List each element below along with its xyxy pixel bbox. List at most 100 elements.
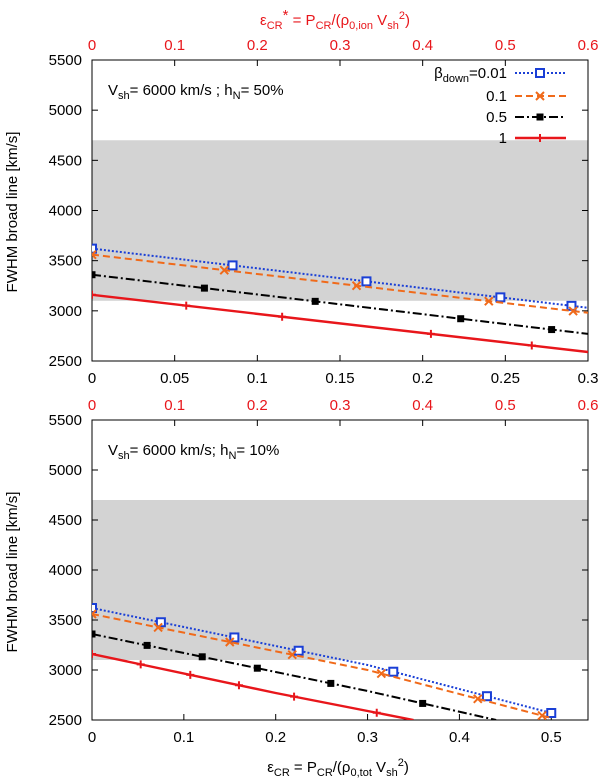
data-point (92, 290, 96, 299)
data-point (155, 617, 166, 628)
data-point (481, 691, 492, 702)
observed-range-band (92, 140, 588, 301)
series-line (92, 633, 497, 720)
data-point (229, 632, 240, 643)
x-tick-label: 0.3 (357, 729, 378, 746)
panel-annotation: Vsh= 6000 km/s ; hN= 50% (108, 82, 284, 102)
data-point (253, 664, 261, 672)
x-tick-label: 0 (88, 370, 96, 387)
top-tick-label: 0.4 (412, 397, 433, 414)
data-point (143, 641, 151, 649)
panel-annotation: Vsh= 6000 km/s; hN= 10% (108, 442, 279, 462)
data-point (136, 660, 145, 669)
data-point (419, 699, 427, 707)
data-point (92, 609, 97, 619)
observed-range-band (92, 500, 588, 660)
series-group (92, 603, 557, 720)
y-tick-label: 3000 (49, 303, 82, 320)
series-line (92, 613, 552, 719)
data-point (186, 670, 195, 679)
data-point (153, 622, 163, 633)
top-tick-label: 0.5 (495, 397, 516, 414)
data-point (293, 645, 304, 656)
series-group (92, 243, 588, 354)
x-tick-label: 0.05 (160, 370, 189, 387)
series-line (92, 293, 588, 354)
x-tick-label: 0 (88, 729, 96, 746)
y-tick-label: 4500 (49, 512, 82, 529)
data-point (327, 679, 335, 687)
ylabel-bottom: FWHM broad line [km/s] (4, 492, 21, 653)
top-tick-label: 0.6 (578, 397, 599, 414)
legend-marker (536, 134, 544, 142)
data-point (92, 249, 97, 260)
data-point (351, 280, 362, 291)
legend-label: 1 (499, 130, 507, 147)
y-tick-label: 2500 (49, 712, 82, 729)
data-point (527, 341, 536, 350)
data-point (182, 301, 191, 310)
x-tick-label: 0.2 (265, 729, 286, 746)
data-point (372, 708, 381, 717)
y-tick-label: 5000 (49, 462, 82, 479)
series-line (92, 273, 588, 335)
data-point (426, 329, 435, 338)
legend: βdown=0.01 0.1 0.5 1 (434, 65, 566, 147)
bottom-axis-title: εCR = PCR/(ρ0,tot Vsh2) (267, 757, 409, 779)
top-tick-label: 0 (88, 397, 96, 414)
x-tick-label: 0.5 (541, 729, 562, 746)
top-tick-label: 0.3 (330, 37, 351, 54)
data-point (92, 603, 97, 613)
data-point (92, 650, 96, 658)
data-point (234, 681, 243, 690)
legend-marker (535, 91, 545, 101)
top-tick-label: 0.4 (412, 37, 433, 54)
data-point (495, 292, 506, 303)
data-point (225, 637, 235, 647)
data-point (376, 668, 387, 679)
top-tick-label: 0.2 (247, 37, 268, 54)
data-point (219, 265, 229, 275)
x-tick-label: 0.1 (247, 370, 268, 387)
x-tick-label: 0.2 (412, 370, 433, 387)
data-point (457, 315, 465, 323)
series-line (92, 652, 414, 720)
top-tick-label: 0.2 (247, 397, 268, 414)
data-point (568, 306, 578, 316)
panel-top: 2500 3000 3500 4000 4500 5000 5500 0 0.05 0.1 0.15… (49, 37, 599, 387)
top-tick-label: 0.6 (578, 37, 599, 54)
y-tick-label: 3500 (49, 612, 82, 629)
legend-label: 0.1 (486, 88, 507, 105)
data-point (473, 694, 483, 704)
legend-label: βdown=0.01 (434, 65, 507, 85)
y-tick-label: 5000 (49, 102, 82, 119)
y-tick-label: 4000 (49, 562, 82, 579)
panel-bottom: 2500 3000 3500 4000 4500 5000 5500 0 0.1 0.2 0.3 0.… (49, 397, 599, 746)
top-tick-label: 0.1 (164, 37, 185, 54)
y-tick-label: 3000 (49, 662, 82, 679)
data-point (287, 649, 297, 660)
data-point (537, 710, 547, 720)
y-tick-label: 3500 (49, 253, 82, 270)
ylabel-top: FWHM broad line [km/s] (4, 132, 21, 293)
data-point (92, 271, 96, 279)
data-point (92, 630, 96, 638)
legend-label: 0.5 (486, 109, 507, 126)
data-point (290, 692, 299, 701)
top-axis-title: εCR* = PCR/(ρ0,ion Vsh2) (260, 7, 410, 32)
data-point (227, 260, 238, 271)
legend-marker (535, 68, 545, 78)
data-point (546, 708, 557, 718)
y-tick-label: 4000 (49, 203, 82, 220)
data-point (484, 296, 494, 306)
data-point (200, 284, 208, 292)
data-point (198, 653, 206, 661)
top-tick-label: 0.1 (164, 397, 185, 414)
legend-marker (536, 113, 544, 121)
y-tick-label: 5500 (49, 52, 82, 69)
y-tick-label: 2500 (49, 353, 82, 370)
x-tick-label: 0.4 (449, 729, 470, 746)
x-tick-label: 0.25 (491, 370, 520, 387)
top-tick-label: 0 (88, 37, 96, 54)
